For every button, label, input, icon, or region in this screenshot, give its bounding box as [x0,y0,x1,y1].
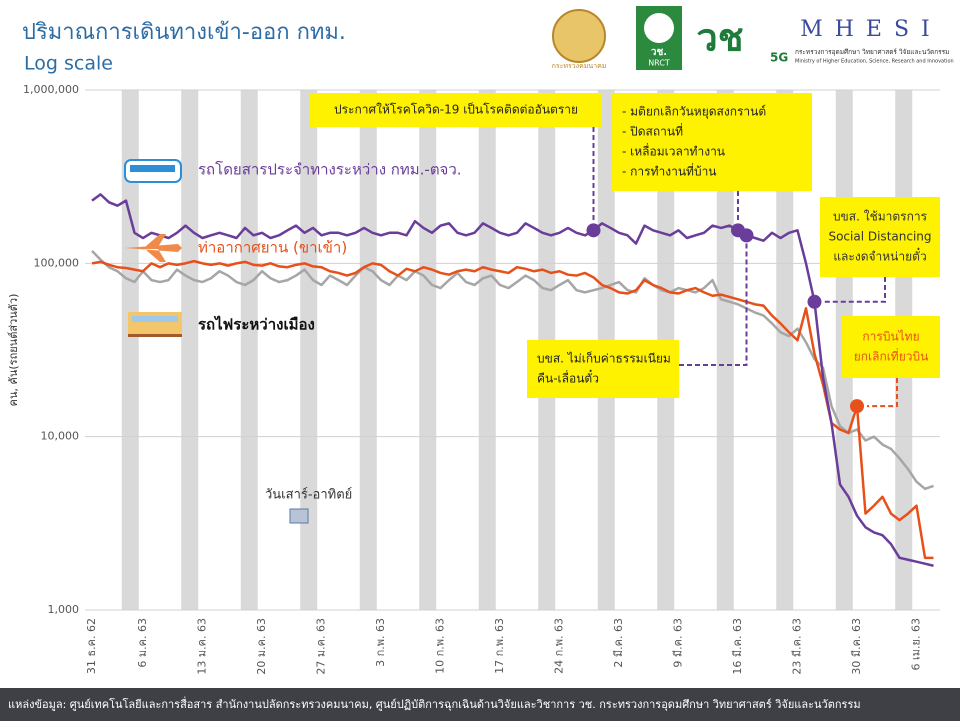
logo-text: กระทรวงการอุดมศึกษา วิทยาศาสตร์ วิจัยและ… [795,48,949,56]
annotation-box [310,93,602,127]
y-tick-label: 10,000 [41,430,80,443]
annotation-box [820,197,940,277]
weekend-band [181,90,199,610]
annotation-marker [739,228,754,243]
logo-text: 5G [770,51,788,65]
x-tick-label: 30 มี.ค. 63 [850,618,863,675]
annotation-box [842,316,940,378]
legend-label: ท่าอากาศยาน (ขาเข้า) [198,239,347,257]
legend-swatch [289,508,309,524]
footer-source: แหล่งข้อมูล: ศูนย์เทคโนโลยีและการสื่อสาร… [8,696,861,711]
y-tick-label: 1,000,000 [23,83,79,96]
annotation-text: Social Distancing [828,230,931,244]
series-line [91,250,934,491]
annotation-box [527,340,679,398]
logo-seal [552,9,606,63]
annotation-text: - มติยกเลิกวันหยุดสงกรานต์ [622,105,766,120]
legend-icon [132,316,178,322]
x-tick-label: 16 มี.ค. 63 [731,618,744,675]
legend-entry: รถโดยสารประจำทางระหว่าง กทม.-ตจว. [124,159,462,183]
legend-label: วันเสาร์-อาทิตย์ [265,487,352,503]
x-tick-label: 2 มี.ค. 63 [612,618,625,668]
weekend-band [240,90,258,610]
annotation-connector [824,277,886,303]
annotation-text: บขส. ใช้มาตรการ [833,210,928,224]
x-tick-label: 10 ก.พ. 63 [434,618,447,674]
x-tick-label: 27 ม.ค. 63 [315,618,328,675]
x-tick-label: 6 เม.ย. 63 [910,618,923,670]
x-tick-label: 23 มี.ค. 63 [791,618,804,675]
chart-subtitle: Log scale [24,53,113,75]
footer-bar [0,688,960,721]
legend-icon [128,312,182,334]
weekend-band [121,90,139,610]
x-tick-label: 31 ธ.ค. 62 [85,618,98,674]
logo-text: กระทรวงคมนาคม [552,62,607,70]
logos: กระทรวงคมนาคม วช. NRCT วช 5G MHESI กระทร… [552,6,954,70]
legend-icon [125,234,182,262]
legend-label: รถโดยสารประจำทางระหว่าง กทม.-ตจว. [198,161,462,179]
y-axis-label: คน, คัน(รถยนต์ส่วนตัว) [7,294,20,407]
weekend-band [716,90,734,610]
weekend-band [419,90,437,610]
legend-entry: ท่าอากาศยาน (ขาเข้า) [125,234,347,262]
weekend-band [478,90,496,610]
x-tick-label: 24 ก.พ. 63 [553,618,566,674]
annotation-text: ยกเลิกเที่ยวบิน [854,348,929,364]
weekend-band [776,90,794,610]
y-tick-label: 100,000 [34,256,80,269]
chart-title: ปริมาณการเดินทางเข้า-ออก กทม. [22,20,346,45]
logo-text: MHESI [800,17,942,42]
annotation-text: - การทำงานที่บ้าน [622,163,717,179]
annotation-marker [586,223,601,238]
legend-icon [130,165,175,172]
x-tick-label: 17 ก.พ. 63 [493,618,506,674]
annotation-text: คืน-เลื่อนตั๋ว [537,369,599,386]
annotation-marker [850,399,864,414]
annotation-text: และงดจำหน่ายตั๋ว [833,247,926,264]
annotation-text: ประกาศให้โรคโควิด-19 เป็นโรคติดต่ออันตรา… [334,102,578,117]
x-tick-label: 6 ม.ค. 63 [136,618,149,668]
annotation-text: บขส. ไม่เก็บค่าธรรมเนียม [537,351,671,366]
logo-text: วช. [651,47,667,58]
legend-icon [128,334,182,337]
series-line [91,259,934,560]
annotation-text: - ปิดสถานที่ [622,123,683,139]
annotation-connector [679,243,748,366]
annotation-text: - เหลื่อมเวลาทำงาน [622,143,725,159]
logo-text: Ministry of Higher Education, Science, R… [795,59,954,65]
annotation-marker [807,294,822,309]
series-line [91,193,934,567]
legend-entry: รถไฟระหว่างเมือง [128,312,315,337]
x-tick-label: 20 ม.ค. 63 [255,618,268,675]
logo-text: วช [696,16,743,60]
annotation-box [612,93,812,191]
logo-nrct-emblem [644,13,674,43]
weekend-band [359,90,377,610]
logo-text: NRCT [648,59,670,68]
legend-label: รถไฟระหว่างเมือง [198,315,315,334]
logo-mhesi-bg [795,16,947,42]
annotation-connector [867,378,898,408]
x-tick-label: 13 ม.ค. 63 [196,618,209,675]
annotation-text: การบินไทย [862,330,919,344]
x-tick-label: 3 ก.พ. 63 [374,618,387,667]
x-tick-label: 9 มี.ค. 63 [672,618,685,668]
weekend-band [300,90,318,610]
y-tick-label: 1,000 [48,603,80,616]
